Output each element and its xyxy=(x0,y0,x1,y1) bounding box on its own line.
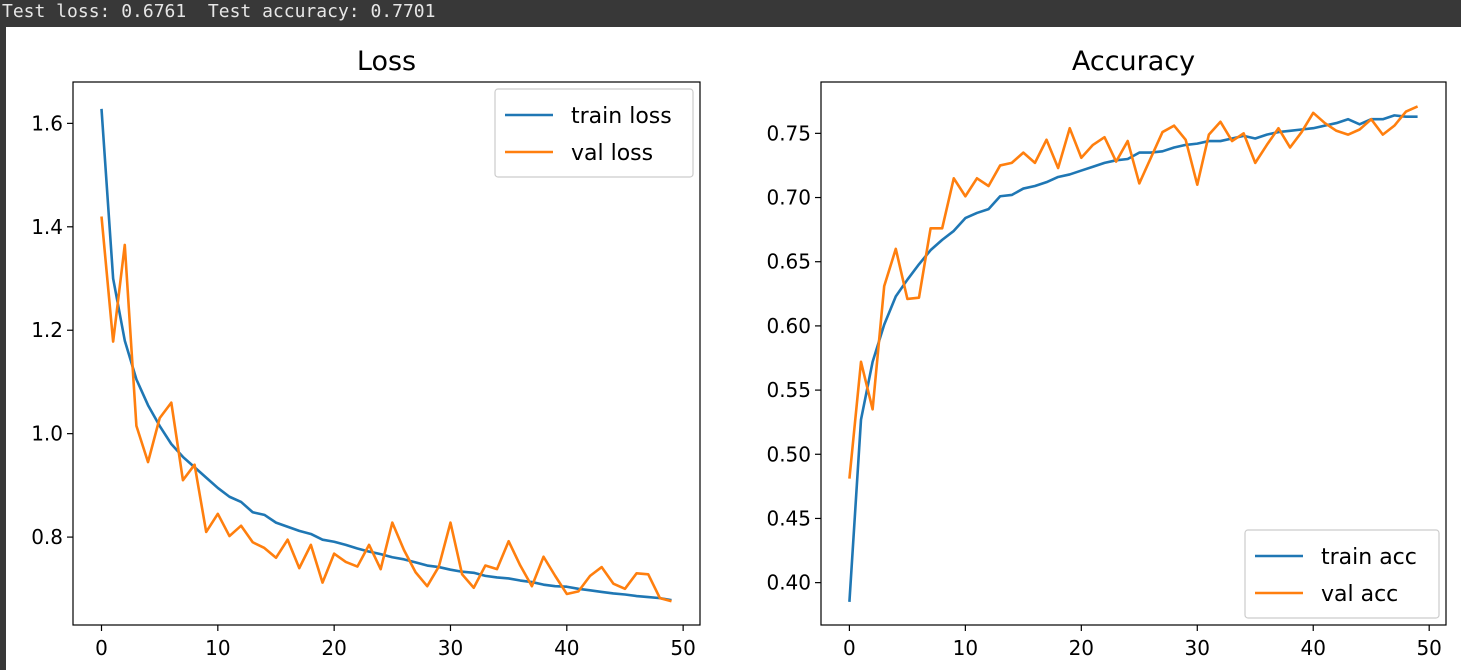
x-tick-label: 10 xyxy=(205,636,230,660)
legend-box xyxy=(1244,529,1440,619)
x-tick-label: 0 xyxy=(843,636,856,660)
x-tick-label: 0 xyxy=(95,636,108,660)
legend-label: train loss xyxy=(571,104,672,129)
legend: train loss val loss xyxy=(494,88,694,178)
legend: train acc val acc xyxy=(1244,529,1440,619)
test-metrics-text: Test loss: 0.6761 Test accuracy: 0.7701 xyxy=(2,1,436,22)
legend-label: val acc xyxy=(1321,582,1398,607)
y-tick-label: 0.50 xyxy=(766,442,811,466)
x-tick-label: 50 xyxy=(670,636,695,660)
series-line-val-acc xyxy=(848,105,1419,479)
console-output: Test loss: 0.6761 Test accuracy: 0.7701 xyxy=(0,0,1461,27)
y-tick-label: 0.65 xyxy=(766,250,811,274)
legend-label: val loss xyxy=(571,141,653,166)
chart-title: Accuracy xyxy=(1072,46,1195,77)
x-tick-label: 20 xyxy=(321,636,346,660)
x-tick-label: 30 xyxy=(438,636,463,660)
x-tick-label: 40 xyxy=(1301,636,1326,660)
series-line-val-loss xyxy=(100,216,672,603)
series-line-train-acc xyxy=(848,114,1418,602)
y-tick-label: 1.0 xyxy=(31,422,63,446)
x-tick-label: 50 xyxy=(1416,636,1441,660)
y-tick-label: 1.2 xyxy=(31,318,63,342)
y-tick-label: 0.60 xyxy=(766,314,811,338)
y-tick-label: 0.55 xyxy=(766,378,811,402)
y-tick-label: 0.8 xyxy=(31,525,63,549)
y-tick-label: 0.40 xyxy=(766,571,811,595)
figure-background xyxy=(6,27,1461,670)
x-tick-label: 40 xyxy=(554,636,579,660)
y-tick-label: 1.6 xyxy=(31,111,63,135)
accuracy-chart: Accuracy 0 10 20 30 40 50 0.40 0.45 0.50 0.55 0.60 0… xyxy=(766,46,1447,660)
loss-chart: Loss 0 10 20 30 40 50 0.8 1.0 1.2 1.4 1.6 train loss… xyxy=(31,46,701,660)
x-tick-label: 20 xyxy=(1069,636,1094,660)
figure: Loss 0 10 20 30 40 50 0.8 1.0 1.2 1.4 1.6 train loss… xyxy=(6,27,1461,670)
cell-gutter xyxy=(0,27,6,670)
y-tick-label: 0.45 xyxy=(766,506,811,530)
y-tick-label: 0.70 xyxy=(766,186,811,210)
legend-box xyxy=(494,88,694,178)
y-tick-label: 1.4 xyxy=(31,215,63,239)
x-tick-label: 10 xyxy=(953,636,978,660)
x-tick-label: 30 xyxy=(1185,636,1210,660)
axes-frame xyxy=(72,81,701,626)
legend-label: train acc xyxy=(1321,545,1417,570)
chart-title: Loss xyxy=(357,46,416,77)
axes-frame xyxy=(820,81,1447,626)
y-tick-label: 0.75 xyxy=(766,121,811,145)
